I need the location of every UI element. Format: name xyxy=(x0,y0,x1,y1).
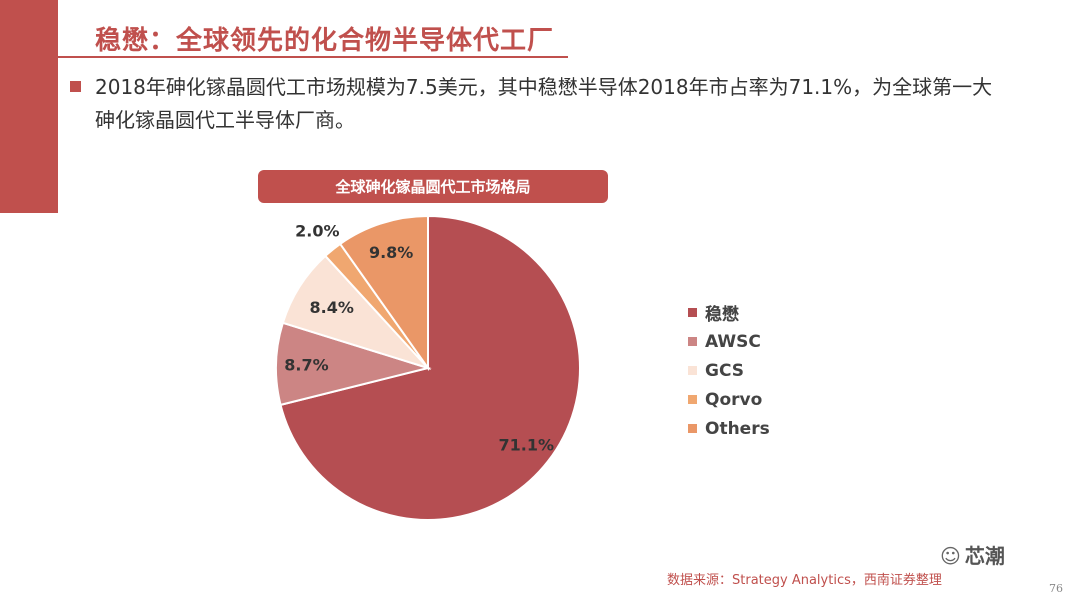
legend-swatch xyxy=(688,366,697,375)
chart-legend: 稳懋 AWSC GCS Qorvo Others xyxy=(688,298,770,443)
legend-swatch xyxy=(688,308,697,317)
watermark: ☺ 芯潮 xyxy=(940,540,1005,569)
pie-slices xyxy=(275,214,581,521)
data-label-AWSC: 8.7% xyxy=(284,356,328,375)
page-number: 76 xyxy=(1049,582,1063,595)
source-note: 数据来源：Strategy Analytics，西南证券整理 xyxy=(667,573,942,588)
data-label-GCS: 8.4% xyxy=(310,298,354,317)
title-underline xyxy=(58,56,568,58)
legend-label: GCS xyxy=(705,360,744,381)
accent-bar xyxy=(0,0,58,213)
data-label-稳懋: 71.1% xyxy=(498,436,554,455)
pie-slice-AWSC xyxy=(275,321,432,407)
legend-item: 稳懋 xyxy=(688,298,770,327)
legend-label: 稳懋 xyxy=(705,305,739,325)
wechat-icon: ☺ xyxy=(940,544,961,568)
data-label-Qorvo: 2.0% xyxy=(295,222,339,241)
legend-item: GCS xyxy=(688,356,770,385)
legend-item: Qorvo xyxy=(688,385,770,414)
legend-label: AWSC xyxy=(705,331,761,352)
page-title: 稳懋：全球领先的化合物半导体代工厂 xyxy=(95,26,555,56)
legend-swatch xyxy=(688,424,697,433)
legend-item: Others xyxy=(688,414,770,443)
chart-title: 全球砷化镓晶圆代工市场格局 xyxy=(258,170,608,203)
pie-slice-Others xyxy=(338,214,429,372)
pie-labels: 71.1% 8.7% 8.4% 2.0% 9.8% xyxy=(284,222,554,455)
legend-swatch xyxy=(688,395,697,404)
legend-swatch xyxy=(688,337,697,346)
legend-label: Others xyxy=(705,418,770,439)
bullet-marker xyxy=(70,81,81,92)
watermark-text: 芯潮 xyxy=(964,544,1005,568)
legend-item: AWSC xyxy=(688,327,770,356)
legend-label: Qorvo xyxy=(705,389,763,410)
bullet-text: 2018年砷化镓晶圆代工市场规模为7.5美元，其中稳懋半导体2018年市占率为7… xyxy=(95,75,993,132)
data-label-Others: 9.8% xyxy=(369,243,413,262)
